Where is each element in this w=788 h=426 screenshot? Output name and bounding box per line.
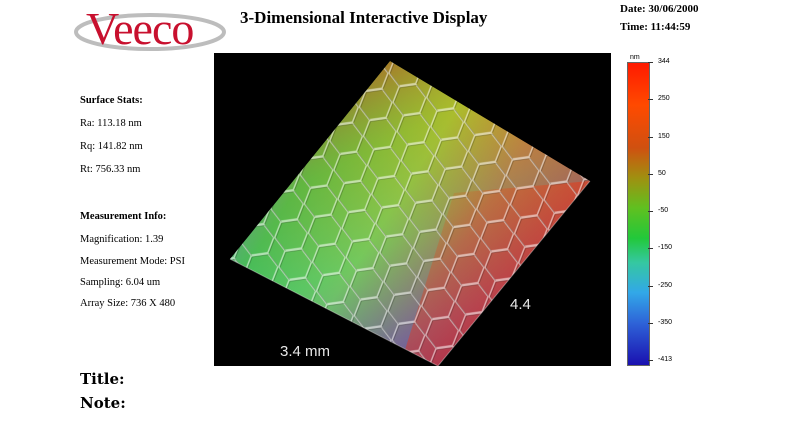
height-map bbox=[230, 61, 590, 366]
colorbar-tick-label: 344 bbox=[658, 58, 670, 65]
axis-x-label: 3.4 mm bbox=[280, 343, 330, 360]
colorbar-tick-mark bbox=[648, 322, 653, 324]
date-label: Date: 30/06/2000 bbox=[620, 3, 699, 15]
rq-value: Rq: 141.82 nm bbox=[80, 141, 143, 152]
measurement-info-heading: Measurement Info: bbox=[80, 211, 167, 222]
veeco-logo bbox=[72, 4, 230, 56]
colorbar-tick-label: 150 bbox=[658, 132, 670, 140]
colorbar-tick-mark bbox=[648, 173, 653, 175]
colorbar bbox=[627, 62, 650, 366]
colorbar-tick-mark bbox=[648, 136, 653, 138]
title-label: Title: bbox=[80, 370, 125, 388]
measurement-mode-value: Measurement Mode: PSI bbox=[80, 256, 185, 267]
colorbar-tick-mark bbox=[648, 285, 653, 287]
colorbar-unit: nm bbox=[630, 54, 640, 61]
3d-surface-view[interactable]: 3.4 mm 4.4 bbox=[214, 53, 611, 366]
colorbar-tick-mark bbox=[648, 62, 653, 63]
colorbar-tick-mark bbox=[648, 248, 653, 250]
surface-render[interactable]: 3.4 mm 4.4 bbox=[214, 53, 611, 366]
note-label: Note: bbox=[80, 394, 126, 412]
colorbar-tick-label: 250 bbox=[658, 95, 670, 103]
colorbar-tick-label: -150 bbox=[658, 244, 673, 252]
axis-y-label: 4.4 bbox=[510, 296, 531, 313]
colorbar-tick-label: -250 bbox=[658, 281, 673, 289]
rt-value: Rt: 756.33 nm bbox=[80, 164, 141, 175]
surface-stats-heading: Surface Stats: bbox=[80, 95, 143, 106]
colorbar-tick-label: -413 bbox=[658, 356, 673, 363]
sampling-value: Sampling: 6.04 um bbox=[80, 277, 161, 288]
logo-swoosh-icon bbox=[74, 13, 226, 51]
colorbar-tick-mark bbox=[648, 211, 653, 212]
colorbar-tick-label: -350 bbox=[658, 318, 673, 326]
ra-value: Ra: 113.18 nm bbox=[80, 118, 142, 129]
time-label: Time: 11:44:59 bbox=[620, 21, 691, 33]
page-title: 3-Dimensional Interactive Display bbox=[240, 8, 488, 27]
logo-text: Veeco bbox=[86, 3, 194, 54]
colorbar-tick-mark bbox=[648, 99, 653, 101]
array-size-value: Array Size: 736 X 480 bbox=[80, 298, 176, 309]
colorbar-tick-mark bbox=[648, 360, 653, 361]
colorbar-tick-label: -50 bbox=[658, 207, 669, 214]
colorbar-tick-label: 50 bbox=[658, 169, 666, 177]
magnification-value: Magnification: 1.39 bbox=[80, 234, 164, 245]
